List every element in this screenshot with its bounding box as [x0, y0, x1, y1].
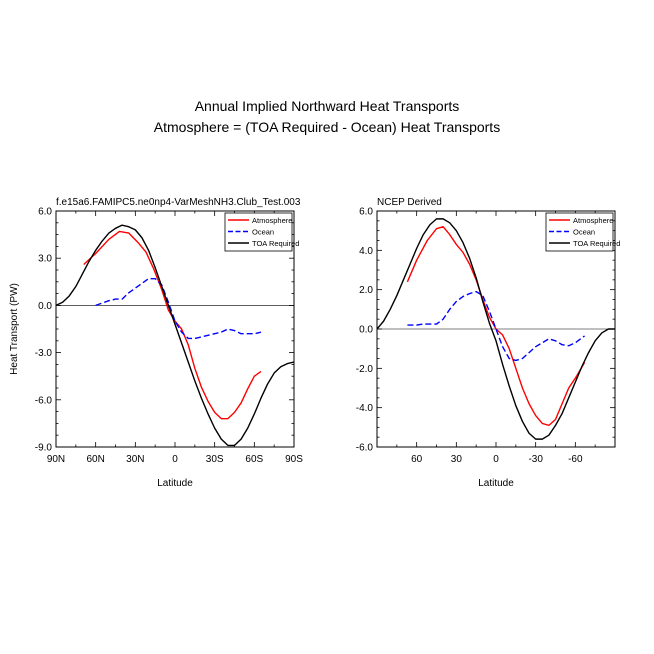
chart1-xtick-label: 30S — [206, 454, 224, 465]
chart2-xtick-label: -60 — [568, 454, 583, 465]
chart1-legend-label: Atmosphere — [252, 216, 292, 225]
chart2-xtick-label: -30 — [528, 454, 543, 465]
chart2-series-atmosphere — [406, 226, 586, 427]
chart2-ytick-label: -6.0 — [356, 443, 374, 454]
chart1-xtick-label: 30N — [126, 454, 144, 465]
chart2-xtick-label: 0 — [493, 454, 499, 465]
chart1-legend-label: TOA Required — [252, 239, 299, 248]
chart1-ytick-label: -6.0 — [35, 395, 53, 406]
chart2-series-ocean — [407, 290, 586, 362]
chart1-series-atmosphere — [83, 230, 262, 420]
chart2-ytick-label: -2.0 — [356, 364, 374, 375]
chart1-ytick-label: 3.0 — [38, 254, 52, 265]
chart2-legend-label: Ocean — [573, 228, 595, 237]
chart1-ytick-label: -9.0 — [35, 443, 53, 454]
chart1-y-axis-label: Heat Transport (PW) — [9, 283, 20, 375]
chart1-ytick-label: 6.0 — [38, 207, 52, 218]
chart1-legend-label: Ocean — [252, 228, 274, 237]
chart2-xtick-label: 60 — [411, 454, 423, 465]
chart1-xtick-label: 0 — [172, 454, 178, 465]
figure-title: Annual Implied Northward Heat Transports — [194, 98, 460, 114]
chart1-xtick-label: 90S — [285, 454, 303, 465]
chart1-series-toa-required — [56, 224, 294, 447]
chart1-xtick-label: 60S — [245, 454, 263, 465]
chart2-series-toa-required — [377, 218, 615, 440]
chart1-ytick-label: -3.0 — [35, 348, 53, 359]
chart2-ytick-label: 4.0 — [359, 246, 373, 257]
chart2-x-axis-label: Latitude — [478, 478, 514, 489]
chart1-xtick-label: 60N — [86, 454, 104, 465]
chart2-ytick-label: 2.0 — [359, 285, 373, 296]
chart2-ytick-label: -4.0 — [356, 403, 374, 414]
chart1-title: f.e15a6.FAMIPC5.ne0np4-VarMeshNH3.Club_T… — [56, 197, 301, 208]
chart1-series-ocean — [95, 277, 262, 340]
chart2-title: NCEP Derived — [377, 197, 442, 208]
chart1-x-axis-label: Latitude — [157, 478, 193, 489]
chart2-legend-label: TOA Required — [573, 239, 620, 248]
chart2-legend-label: Atmosphere — [573, 216, 613, 225]
chart2-ytick-label: 0.0 — [359, 325, 373, 336]
chart2-ytick-label: 6.0 — [359, 207, 373, 218]
chart2-xtick-label: 30 — [451, 454, 463, 465]
chart1-ytick-label: 0.0 — [38, 301, 52, 312]
chart1-xtick-label: 90N — [47, 454, 65, 465]
figure-subtitle: Atmosphere = (TOA Required - Ocean) Heat… — [153, 119, 501, 135]
